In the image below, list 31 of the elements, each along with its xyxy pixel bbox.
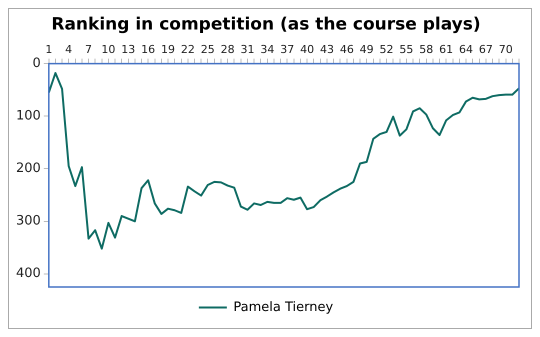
y-tick-label: 100 — [16, 108, 41, 124]
y-tick-label: 0 — [32, 56, 41, 71]
legend-label: Pamela Tierney — [233, 300, 334, 315]
x-tick-label: 58 — [419, 42, 434, 56]
x-tick-label: 28 — [220, 42, 235, 56]
chart-title: Ranking in competition (as the course plays) — [51, 14, 481, 35]
x-tick-label: 31 — [240, 42, 254, 56]
x-tick-label: 61 — [439, 42, 454, 56]
x-tick-label: 16 — [141, 42, 156, 56]
x-tick-label: 46 — [340, 42, 354, 56]
y-tick-label: 300 — [16, 214, 41, 229]
x-tick-label: 70 — [498, 42, 513, 56]
x-tick-label: 37 — [280, 42, 294, 56]
x-tick-label: 25 — [200, 42, 215, 56]
x-tick-label: 49 — [360, 42, 374, 56]
y-tick-label: 400 — [16, 266, 41, 282]
x-tick-label: 7 — [85, 42, 92, 56]
x-tick-label: 13 — [121, 42, 136, 56]
x-tick-label: 64 — [459, 42, 474, 56]
x-tick-label: 34 — [260, 42, 274, 56]
x-tick-label: 10 — [101, 42, 116, 56]
x-tick-label: 52 — [380, 42, 394, 56]
x-tick-label: 40 — [300, 42, 314, 56]
x-tick-label: 1 — [45, 42, 52, 56]
x-tick-label: 55 — [399, 42, 414, 56]
x-tick-label: 19 — [161, 42, 176, 56]
x-tick-label: 43 — [320, 42, 334, 56]
x-tick-label: 22 — [180, 42, 195, 56]
x-tick-label: 4 — [65, 42, 72, 56]
x-tick-label: 67 — [478, 42, 493, 56]
y-tick-label: 200 — [16, 161, 41, 176]
